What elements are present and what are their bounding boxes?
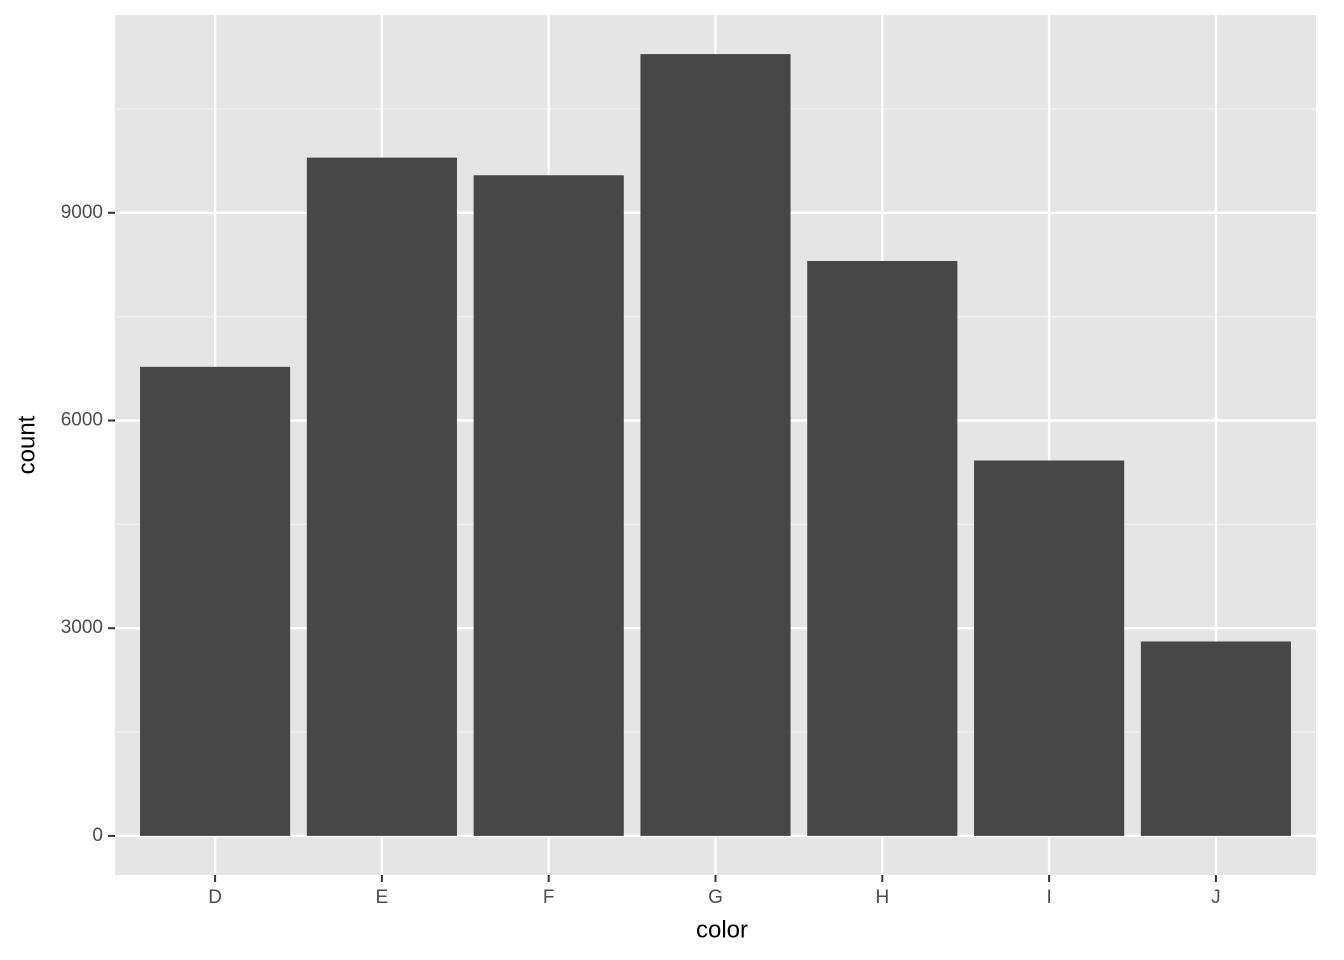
y-tick-label: 6000 — [61, 410, 103, 431]
bar — [473, 175, 624, 836]
bar — [1140, 641, 1291, 836]
x-tick-label: G — [708, 887, 723, 908]
x-axis-title: color — [696, 916, 748, 943]
x-tick-label: D — [208, 887, 222, 908]
bar — [140, 366, 291, 836]
bar — [640, 54, 791, 836]
bar — [306, 157, 457, 836]
y-axis-title: count — [13, 415, 40, 474]
x-tick-label: E — [376, 887, 389, 908]
x-tick-label: H — [875, 887, 889, 908]
bar — [974, 460, 1125, 836]
y-tick-label: 0 — [92, 825, 103, 846]
x-tick-label: I — [1046, 887, 1051, 908]
x-tick-label: F — [543, 887, 555, 908]
y-tick-label: 9000 — [61, 202, 103, 223]
y-tick-label: 3000 — [61, 617, 103, 638]
x-tick-label: J — [1211, 887, 1221, 908]
bar — [807, 260, 958, 836]
